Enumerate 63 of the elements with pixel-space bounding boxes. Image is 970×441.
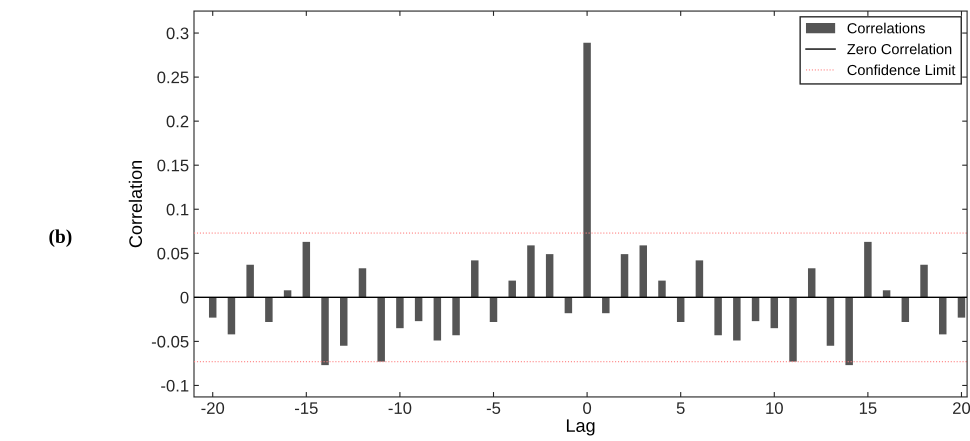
- bar: [527, 245, 535, 298]
- bar: [265, 297, 273, 322]
- x-tick-label: 5: [676, 402, 685, 414]
- bar: [752, 297, 760, 322]
- y-tick-label: 0.05: [157, 248, 188, 260]
- bar: [302, 242, 310, 298]
- bar: [490, 297, 498, 322]
- x-tick-label: -10: [388, 402, 412, 414]
- bar: [808, 268, 816, 298]
- bar: [434, 297, 442, 341]
- bar: [471, 260, 479, 298]
- x-axis-title: Lag: [566, 419, 594, 436]
- y-tick-label: 0.3: [166, 27, 188, 40]
- bar: [583, 42, 591, 298]
- y-tick-label: 0: [180, 292, 188, 304]
- bar: [770, 297, 778, 328]
- x-tick-label: -20: [201, 402, 224, 414]
- bar: [845, 297, 853, 366]
- y-tick-label: -0.05: [152, 336, 188, 348]
- text: (b): [49, 229, 72, 247]
- bar: [658, 280, 666, 298]
- bar: [208, 297, 216, 318]
- y-tick-label: 0.25: [157, 72, 188, 84]
- legend-label: Zero Correlation: [847, 44, 952, 54]
- bar: [508, 280, 516, 298]
- bar: [602, 297, 610, 314]
- bar: [246, 264, 254, 298]
- bar: [714, 297, 722, 336]
- x-tick-label: 20: [953, 402, 970, 414]
- bar: [377, 297, 385, 362]
- legend-label: Correlations: [848, 22, 925, 34]
- x-tick-label: 10: [766, 402, 783, 414]
- y-axis-title: Correlation: [128, 160, 142, 248]
- bar: [620, 254, 628, 298]
- y-tick-label: 0.15: [157, 160, 188, 172]
- bar: [228, 297, 236, 334]
- y-tick-label: -0.1: [161, 380, 188, 392]
- bar: [958, 297, 966, 318]
- bar: [939, 297, 946, 334]
- bar: [321, 297, 329, 366]
- bar: [452, 297, 460, 336]
- bar: [789, 297, 797, 362]
- bar: [902, 297, 910, 322]
- bar: [826, 297, 834, 346]
- bar: [358, 268, 366, 298]
- bar: [414, 297, 422, 322]
- x-tick-label: 15: [860, 402, 876, 414]
- bar: [733, 297, 741, 341]
- bar: [546, 254, 554, 298]
- legend-label: Confidence Limit: [848, 64, 956, 76]
- x-tick-label: 0: [583, 402, 592, 414]
- x-tick-label: -15: [295, 402, 318, 414]
- bar: [696, 260, 704, 298]
- bar: [340, 297, 348, 346]
- y-tick-label: 0.2: [166, 116, 188, 128]
- bar: [396, 297, 404, 328]
- bar: [640, 245, 647, 298]
- bar: [920, 264, 928, 298]
- bar: [864, 242, 872, 298]
- bar: [676, 297, 684, 322]
- bar: [564, 297, 572, 314]
- y-tick-label: 0.1: [166, 204, 188, 216]
- x-tick-label: -5: [486, 402, 500, 414]
